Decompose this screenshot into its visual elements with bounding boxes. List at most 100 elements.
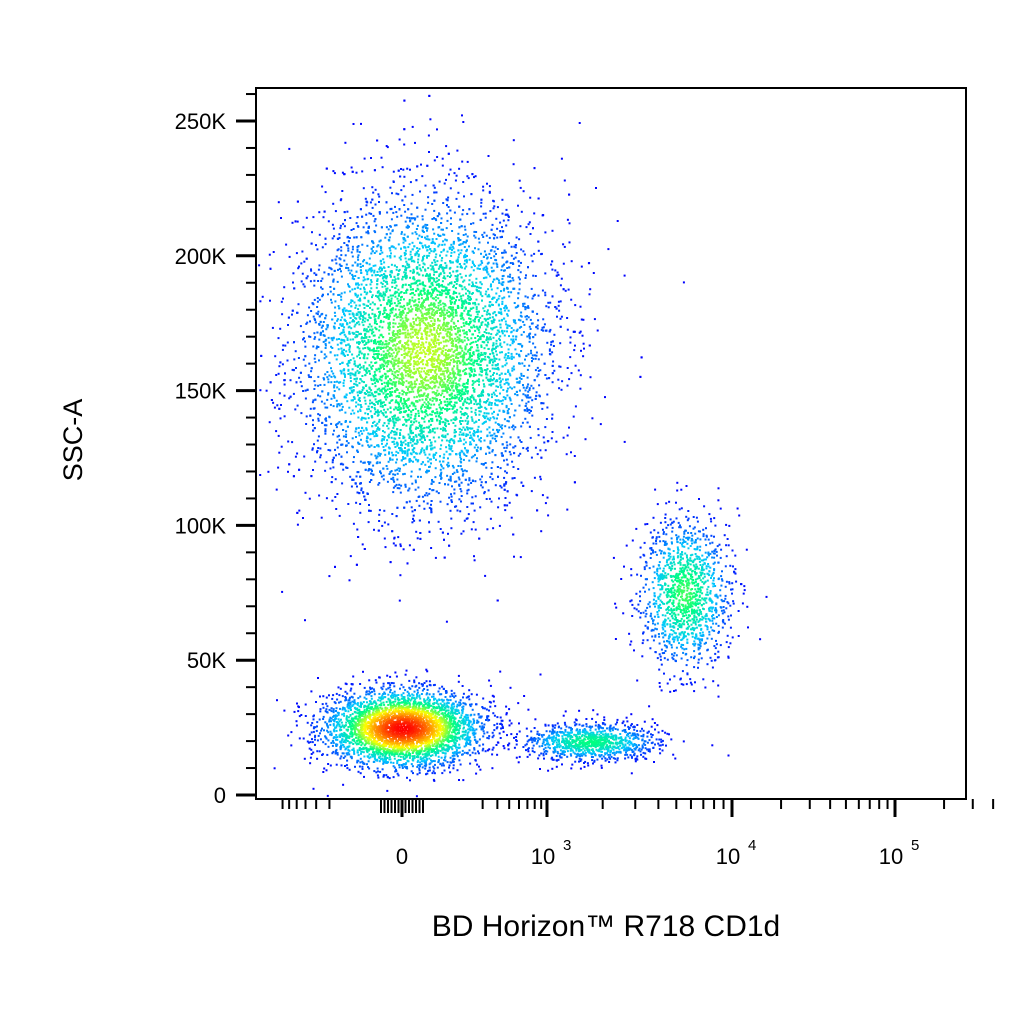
event-point <box>396 472 399 475</box>
event-point <box>466 313 469 316</box>
event-point <box>314 460 317 463</box>
event-point <box>382 478 385 481</box>
event-point <box>409 284 412 287</box>
event-point <box>418 383 421 386</box>
event-point <box>470 367 473 369</box>
event-point <box>483 317 486 320</box>
event-point <box>496 404 499 407</box>
event-point <box>410 328 413 331</box>
event-point <box>394 469 397 472</box>
event-point <box>422 343 425 346</box>
event-point <box>541 494 544 497</box>
event-point <box>467 420 470 423</box>
event-point <box>335 399 338 402</box>
event-point <box>288 397 291 400</box>
event-point <box>319 454 322 457</box>
event-point <box>350 269 353 272</box>
event-point <box>493 250 496 253</box>
event-point <box>385 226 388 229</box>
event-point <box>414 434 417 437</box>
event-point <box>482 421 485 424</box>
event-point <box>522 320 525 323</box>
event-point <box>399 291 402 294</box>
event-point <box>522 302 525 305</box>
event-point <box>357 308 360 311</box>
event-point <box>482 379 485 382</box>
event-point <box>501 427 503 430</box>
event-point <box>472 455 475 458</box>
event-point <box>394 376 397 379</box>
event-point <box>425 227 427 229</box>
event-point <box>333 311 336 314</box>
event-point <box>423 405 426 408</box>
event-point <box>419 451 422 454</box>
event-point <box>390 336 393 339</box>
event-point <box>429 344 431 347</box>
event-point <box>419 475 422 478</box>
event-point <box>466 506 469 508</box>
event-point <box>415 332 418 335</box>
event-point <box>388 338 391 341</box>
event-point <box>426 330 429 333</box>
event-point <box>444 277 447 280</box>
event-point <box>452 418 455 421</box>
event-point <box>479 506 482 509</box>
event-point <box>346 210 349 213</box>
event-point <box>438 382 441 385</box>
event-point <box>415 228 418 230</box>
event-point <box>341 361 344 364</box>
event-point <box>460 299 463 302</box>
event-point <box>435 451 438 454</box>
event-point <box>433 271 436 274</box>
event-point <box>428 252 431 255</box>
event-point <box>441 266 444 269</box>
event-point <box>291 368 294 371</box>
event-point <box>417 427 420 429</box>
event-point <box>401 275 404 278</box>
event-point <box>367 444 370 447</box>
event-point <box>361 340 364 342</box>
event-point <box>551 351 554 354</box>
event-point <box>347 373 350 375</box>
event-point <box>483 401 486 404</box>
event-point <box>463 332 466 335</box>
event-point <box>379 312 381 315</box>
event-point <box>415 280 418 283</box>
event-point <box>373 322 376 325</box>
event-point <box>303 260 306 263</box>
event-point <box>463 225 466 228</box>
event-point <box>414 304 417 307</box>
event-point <box>406 449 409 452</box>
event-point <box>336 237 339 240</box>
event-point <box>537 434 540 437</box>
event-point <box>428 465 431 468</box>
event-point <box>409 358 412 361</box>
event-point <box>463 336 466 339</box>
event-point <box>447 314 450 317</box>
event-point <box>405 347 408 350</box>
event-point <box>410 390 413 393</box>
event-point <box>330 375 333 378</box>
event-point <box>405 380 408 383</box>
event-point <box>465 259 468 262</box>
event-point <box>495 346 497 349</box>
event-point <box>481 295 484 298</box>
event-point <box>393 422 396 425</box>
event-point <box>473 509 476 512</box>
event-point <box>494 258 497 261</box>
event-point <box>520 350 523 352</box>
event-point <box>495 339 498 342</box>
event-point <box>384 415 387 418</box>
event-point <box>373 271 376 274</box>
event-point <box>363 343 366 346</box>
event-point <box>489 375 492 378</box>
event-point <box>480 374 483 377</box>
event-point <box>348 348 351 351</box>
event-point <box>400 189 403 192</box>
event-point <box>388 395 391 398</box>
event-point <box>300 280 303 283</box>
event-point <box>414 355 417 358</box>
event-point <box>320 286 322 289</box>
event-point <box>406 341 409 344</box>
event-point <box>403 275 406 278</box>
